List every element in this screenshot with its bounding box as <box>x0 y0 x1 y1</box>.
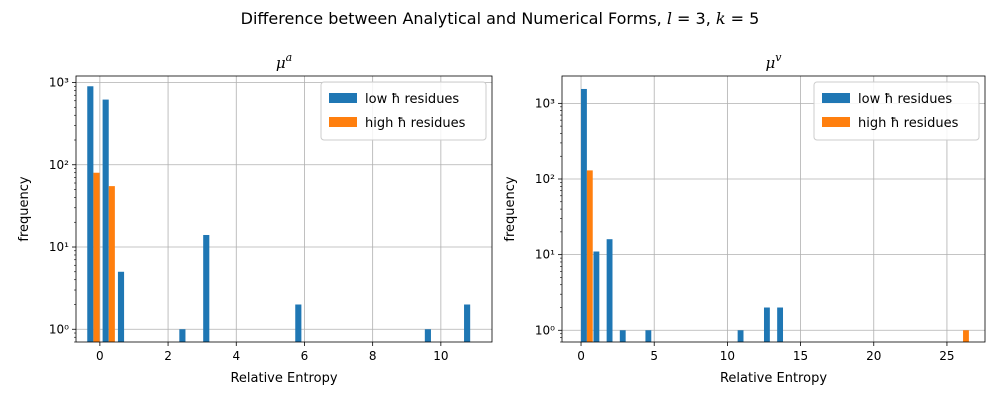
legend-entry: low ħ residues <box>858 92 952 107</box>
bar-low-residues <box>777 307 784 342</box>
y-tick-label: 10² <box>49 158 69 172</box>
x-tick-label: 20 <box>866 349 881 363</box>
legend-swatch <box>822 117 850 127</box>
legend-box <box>813 81 980 141</box>
legend: low ħ residues high ħ residues <box>320 81 487 141</box>
panel-title: μv <box>766 51 783 72</box>
x-tick-label: 6 <box>301 349 309 363</box>
legend-swatch <box>329 117 357 127</box>
bar-high-residues <box>93 172 100 342</box>
x-tick-label: 8 <box>369 349 377 363</box>
legend-swatch <box>822 93 850 103</box>
y-axis-label: frequency <box>503 176 518 242</box>
legend-entry: high ħ residues <box>365 116 466 131</box>
bar-low-residues <box>87 86 94 342</box>
legend: low ħ residues high ħ residues <box>813 81 980 141</box>
y-tick-label: 10⁰ <box>49 322 69 336</box>
bar-low-residues <box>606 239 613 342</box>
bar-low-residues <box>581 88 587 342</box>
figure-suptitle: Difference between Analytical and Numeri… <box>241 9 760 28</box>
panel-title: μa <box>276 51 292 72</box>
bar-low-residues <box>619 330 626 342</box>
x-tick-label: 10 <box>720 349 735 363</box>
y-tick-label: 10² <box>535 172 555 186</box>
bar-low-residues <box>593 251 600 342</box>
y-tick-label: 10⁰ <box>535 323 555 337</box>
legend-swatch <box>329 93 357 103</box>
x-tick-label: 4 <box>232 349 240 363</box>
bar-low-residues <box>424 329 431 342</box>
bar-low-residues <box>203 234 210 342</box>
y-axis-label: frequency <box>17 176 32 242</box>
bar-low-residues <box>102 99 109 343</box>
bar-low-residues <box>179 329 186 342</box>
y-tick-label: 10³ <box>535 96 555 110</box>
bar-high-residues <box>108 186 115 342</box>
x-tick-label: 10 <box>433 349 448 363</box>
legend-entry: low ħ residues <box>365 92 459 107</box>
bar-low-residues <box>645 330 652 342</box>
bar-low-residues <box>117 271 125 342</box>
x-tick-label: 0 <box>577 349 585 363</box>
bar-low-residues <box>464 304 471 342</box>
bar-high-residues <box>963 330 969 342</box>
x-tick-label: 25 <box>939 349 954 363</box>
y-tick-label: 10³ <box>49 76 69 90</box>
x-tick-label: 5 <box>650 349 658 363</box>
x-tick-label: 0 <box>96 349 104 363</box>
axes-frame <box>75 75 493 343</box>
y-tick-label: 10¹ <box>49 240 69 254</box>
x-tick-label: 2 <box>164 349 172 363</box>
right-panel-mu-v: μv 0 5 10 15 20 25 10⁰ 10¹ 10² 10³ Relative Entropy… <box>503 51 986 386</box>
bar-low-residues <box>763 307 770 342</box>
legend-box <box>320 81 487 141</box>
bar-low-residues <box>295 304 302 342</box>
left-panel-mu-a: μa 0 2 4 6 8 10 10⁰ 10¹ 10² 10³ Relative Entropy fre… <box>17 51 493 386</box>
bar-low-residues <box>737 330 744 342</box>
legend-entry: high ħ residues <box>858 116 959 131</box>
x-axis-label: Relative Entropy <box>720 371 827 386</box>
y-tick-label: 10¹ <box>535 248 555 262</box>
bar-high-residues <box>586 170 593 342</box>
x-tick-label: 15 <box>793 349 808 363</box>
x-axis-label: Relative Entropy <box>230 371 337 386</box>
